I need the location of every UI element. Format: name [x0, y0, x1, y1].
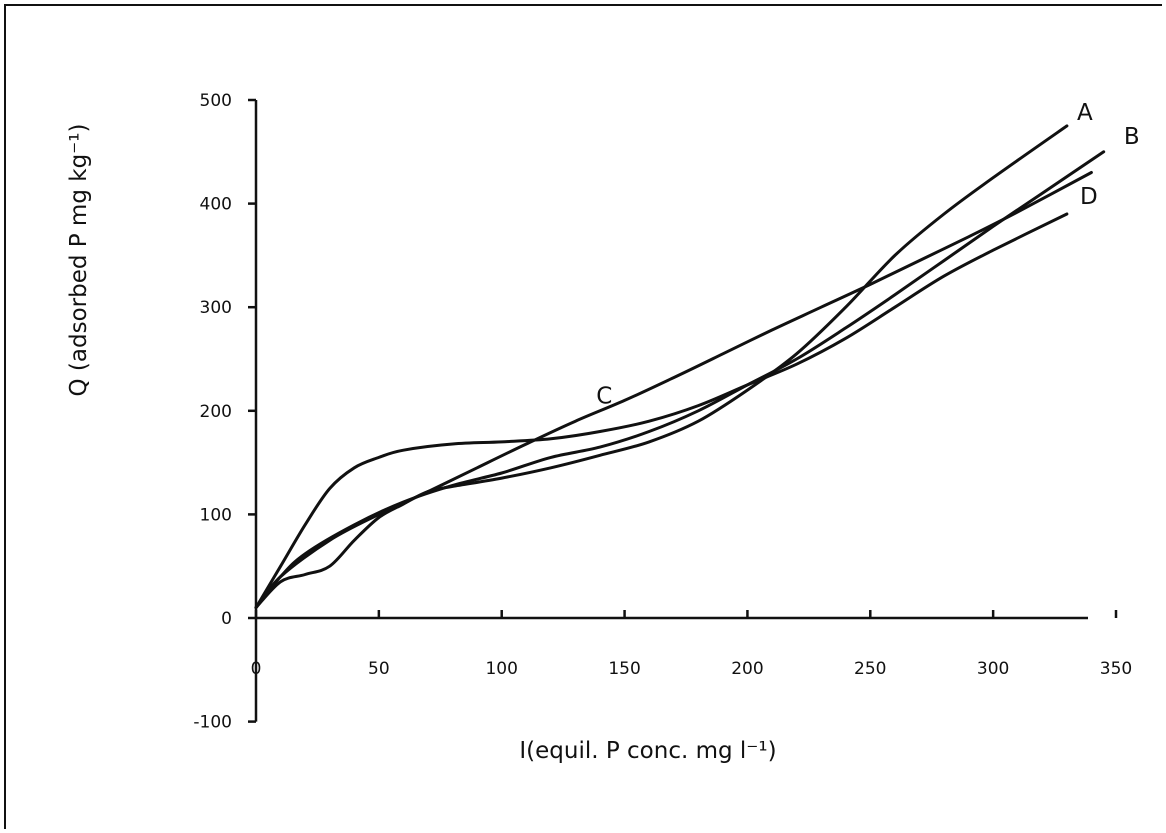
series-label-c: C — [596, 384, 612, 410]
y-tick-label: 100 — [200, 505, 232, 525]
x-tick-label: 300 — [977, 659, 1009, 679]
series-labels: A B C D — [596, 100, 1139, 410]
y-tick-label: 400 — [200, 195, 232, 215]
chart-frame — [4, 4, 1162, 829]
y-ticks: -100 0 100 200 300 400 500 — [193, 91, 256, 733]
series-line-d — [254, 212, 1069, 610]
series-label-d: D — [1080, 184, 1098, 210]
x-tick-label: 150 — [608, 659, 640, 679]
x-tick-label: 250 — [854, 659, 886, 679]
x-axis-title: I(equil. P conc. mg l⁻¹) — [519, 738, 776, 764]
series-line-c — [254, 171, 1093, 610]
series-lines — [254, 124, 1106, 610]
series-line-b — [254, 150, 1106, 610]
y-axis-title: Q (adsorbed P mg kg⁻¹) — [66, 123, 92, 396]
series-label-b: B — [1124, 124, 1140, 150]
x-tick-label: 0 — [251, 659, 262, 679]
series-line-a — [254, 124, 1069, 610]
y-tick-label: -100 — [193, 713, 232, 733]
y-tick-label: 500 — [200, 91, 232, 111]
x-ticks: 0 50 100 150 200 250 300 350 — [251, 610, 1132, 679]
y-tick-label: 300 — [200, 298, 232, 318]
axes — [254, 100, 1088, 722]
y-tick-label: 0 — [221, 609, 232, 629]
series-label-a: A — [1077, 100, 1093, 126]
y-tick-label: 200 — [200, 402, 232, 422]
x-tick-label: 200 — [731, 659, 763, 679]
x-tick-label: 350 — [1100, 659, 1132, 679]
x-tick-label: 50 — [368, 659, 390, 679]
x-tick-label: 100 — [485, 659, 517, 679]
